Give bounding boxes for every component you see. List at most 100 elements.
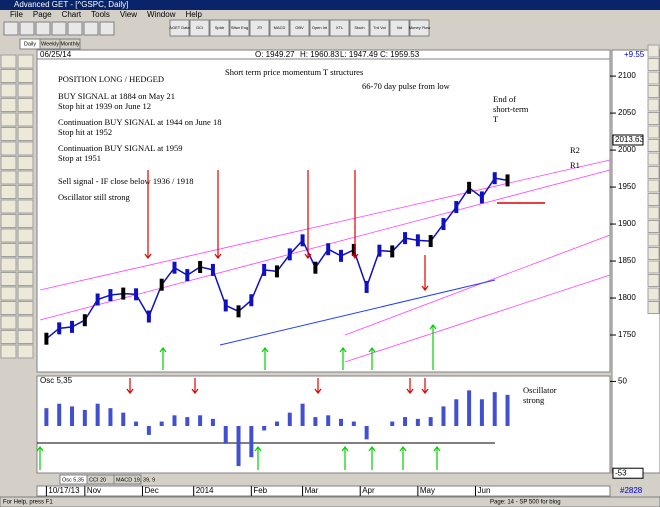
side-tool[interactable] bbox=[17, 330, 34, 344]
side-tool[interactable] bbox=[0, 286, 17, 301]
toolbar-button[interactable] bbox=[229, 19, 250, 37]
y-tick-label: 2000 bbox=[618, 145, 636, 154]
price-bar bbox=[467, 181, 472, 194]
right-tool[interactable] bbox=[647, 233, 660, 247]
side-tool[interactable] bbox=[17, 112, 34, 127]
side-tool[interactable] bbox=[0, 272, 17, 286]
menu-item[interactable]: Window bbox=[147, 10, 176, 19]
pane-tab[interactable] bbox=[113, 474, 142, 485]
menu-item[interactable]: Help bbox=[185, 10, 202, 19]
toolbar-button[interactable] bbox=[389, 19, 410, 37]
side-tool[interactable] bbox=[17, 214, 34, 228]
right-tool[interactable] bbox=[647, 85, 660, 98]
toolbar-button[interactable] bbox=[249, 19, 270, 37]
right-tool[interactable] bbox=[647, 301, 660, 314]
menu-item[interactable]: View bbox=[120, 10, 137, 19]
side-tool[interactable] bbox=[17, 69, 34, 83]
menu-item[interactable]: Chart bbox=[62, 10, 82, 19]
right-tool[interactable] bbox=[647, 287, 660, 301]
side-tool[interactable] bbox=[0, 301, 17, 315]
period-tab[interactable] bbox=[59, 38, 81, 50]
side-tool[interactable] bbox=[0, 185, 17, 199]
toolbar-button[interactable] bbox=[369, 19, 390, 37]
side-tool[interactable] bbox=[0, 141, 17, 156]
side-tool[interactable] bbox=[17, 185, 34, 199]
side-tool[interactable] bbox=[17, 199, 34, 214]
side-tool[interactable] bbox=[17, 141, 34, 156]
period-label: Monthly bbox=[60, 41, 80, 47]
side-tool[interactable] bbox=[17, 127, 34, 141]
side-tool[interactable] bbox=[0, 214, 17, 228]
side-tool[interactable] bbox=[0, 54, 17, 69]
right-tool[interactable] bbox=[647, 44, 660, 58]
side-tool[interactable] bbox=[17, 257, 34, 272]
toolbar-button[interactable] bbox=[209, 19, 230, 37]
side-tool[interactable] bbox=[17, 344, 34, 359]
side-tool[interactable] bbox=[17, 54, 34, 69]
right-tool[interactable] bbox=[647, 112, 660, 125]
toolbar-button[interactable] bbox=[189, 19, 210, 37]
toolbar-button[interactable] bbox=[3, 21, 19, 36]
right-tool[interactable] bbox=[647, 247, 660, 260]
side-tool[interactable] bbox=[0, 243, 17, 257]
annotation: Continuation BUY SIGNAL at 1944 on June … bbox=[58, 117, 221, 127]
side-tool[interactable] bbox=[0, 257, 17, 272]
side-tool[interactable] bbox=[17, 156, 34, 170]
osc-bar bbox=[313, 417, 318, 426]
toolbar-button[interactable] bbox=[35, 21, 51, 36]
right-tool[interactable] bbox=[647, 125, 660, 139]
toolbar-button[interactable] bbox=[309, 19, 330, 37]
right-tool[interactable] bbox=[647, 206, 660, 220]
side-tool[interactable] bbox=[17, 170, 34, 185]
toolbar-button[interactable] bbox=[99, 21, 115, 36]
side-tool[interactable] bbox=[17, 315, 34, 330]
toolbar-button[interactable] bbox=[83, 21, 99, 36]
side-tool[interactable] bbox=[0, 98, 17, 112]
osc-bar bbox=[236, 426, 241, 467]
menu-item[interactable]: File bbox=[10, 10, 23, 19]
side-tool[interactable] bbox=[17, 98, 34, 112]
toolbar-button[interactable] bbox=[409, 19, 430, 37]
side-tool[interactable] bbox=[17, 228, 34, 243]
right-tool[interactable] bbox=[647, 274, 660, 287]
right-tool[interactable] bbox=[647, 220, 660, 233]
toolbar-button[interactable] bbox=[349, 19, 370, 37]
side-tool[interactable] bbox=[0, 69, 17, 83]
right-tool[interactable] bbox=[647, 166, 660, 179]
side-tool[interactable] bbox=[0, 199, 17, 214]
side-tool[interactable] bbox=[17, 243, 34, 257]
right-tool[interactable] bbox=[647, 58, 660, 71]
menu-item[interactable]: Tools bbox=[91, 10, 110, 19]
right-tool[interactable] bbox=[647, 71, 660, 85]
osc-bar bbox=[428, 417, 433, 426]
toolbar-button[interactable] bbox=[329, 19, 350, 37]
side-tool[interactable] bbox=[0, 170, 17, 185]
side-tool[interactable] bbox=[0, 315, 17, 330]
side-tool[interactable] bbox=[0, 156, 17, 170]
toolbar-button[interactable] bbox=[19, 21, 35, 36]
toolbar-label: Trd Vol bbox=[373, 25, 386, 30]
toolbar-button[interactable] bbox=[51, 21, 67, 36]
side-tool[interactable] bbox=[0, 127, 17, 141]
right-tool[interactable] bbox=[647, 260, 660, 274]
right-tool[interactable] bbox=[647, 98, 660, 112]
side-tool[interactable] bbox=[0, 112, 17, 127]
right-tool[interactable] bbox=[647, 193, 660, 206]
side-tool[interactable] bbox=[0, 344, 17, 359]
right-tool[interactable] bbox=[647, 152, 660, 166]
right-tool[interactable] bbox=[647, 179, 660, 193]
side-tool[interactable] bbox=[17, 286, 34, 301]
side-tool[interactable] bbox=[17, 301, 34, 315]
toolbar-button[interactable] bbox=[169, 19, 190, 37]
toolbar-button[interactable] bbox=[67, 21, 83, 36]
price-pane bbox=[36, 49, 611, 373]
toolbar-button[interactable] bbox=[289, 19, 310, 37]
side-tool[interactable] bbox=[17, 272, 34, 286]
side-tool[interactable] bbox=[17, 83, 34, 98]
right-tool[interactable] bbox=[647, 139, 660, 152]
side-tool[interactable] bbox=[0, 228, 17, 243]
toolbar-button[interactable] bbox=[269, 19, 290, 37]
side-tool[interactable] bbox=[0, 330, 17, 344]
side-tool[interactable] bbox=[0, 83, 17, 98]
menu-item[interactable]: Page bbox=[33, 10, 52, 19]
